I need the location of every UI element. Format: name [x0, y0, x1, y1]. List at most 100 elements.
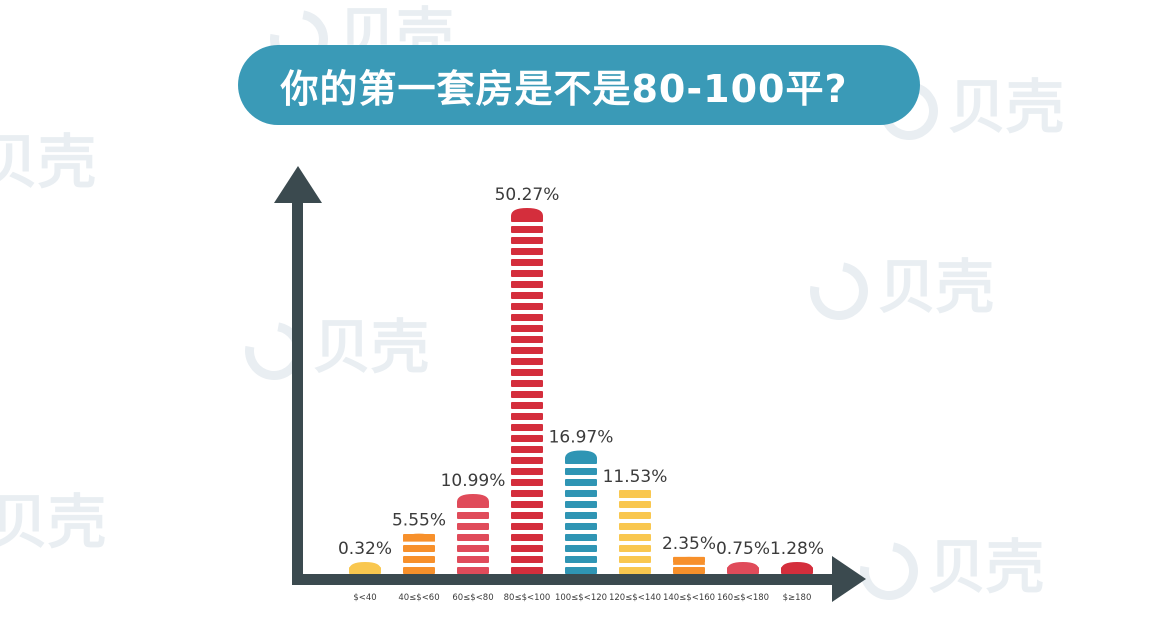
bar-stripe: [565, 490, 597, 497]
bar: [457, 493, 489, 574]
bar-stripe: [619, 567, 651, 574]
bar-stripe: [511, 270, 543, 277]
bar-stripe: [511, 336, 543, 343]
bar-stripe: [457, 545, 489, 552]
bar-stripe: [565, 457, 597, 464]
data-label: 0.75%: [716, 539, 770, 559]
bar-cap: [619, 490, 651, 499]
watermark: 贝壳: [848, 520, 1044, 612]
bar: [565, 450, 597, 574]
bar-stripe: [511, 468, 543, 475]
bar-stripe: [457, 534, 489, 541]
bar-stripe: [457, 556, 489, 563]
bar-stripe: [511, 303, 543, 310]
bar-cap: [565, 450, 597, 459]
bar: [403, 533, 435, 574]
x-tick-label: 100≤$<120: [555, 593, 607, 603]
y-axis-arrow: [274, 166, 322, 203]
bar: [619, 490, 651, 574]
bar-stripe: [619, 545, 651, 552]
bar-cap: [511, 208, 543, 216]
data-label: 2.35%: [662, 534, 716, 554]
watermark: 贝壳: [868, 60, 1064, 152]
bar-stripe: [511, 215, 543, 222]
bar-stripe: [457, 501, 489, 508]
bar-stripe: [565, 501, 597, 508]
bar-stripe: [565, 523, 597, 530]
bar-stripe: [457, 523, 489, 530]
watermark: 贝壳: [0, 488, 107, 556]
bar-stripe: [619, 512, 651, 519]
x-tick-label: $≥180: [783, 593, 812, 603]
x-tick-label: 140≤$<160: [663, 593, 715, 603]
data-label: 11.53%: [603, 467, 668, 487]
bar: [727, 562, 759, 574]
bar-stripe: [565, 512, 597, 519]
x-tick-label: 120≤$<140: [609, 593, 661, 603]
x-axis-line: [292, 574, 837, 585]
bar-stripe: [511, 534, 543, 541]
bar-stripe: [511, 424, 543, 431]
bar-stripe: [511, 380, 543, 387]
x-tick-label: $<40: [353, 593, 376, 603]
bar-stripe: [565, 468, 597, 475]
y-axis-line: [292, 190, 303, 585]
bar-stripe: [511, 523, 543, 530]
bar-stripe: [511, 358, 543, 365]
bar-stripe: [511, 413, 543, 420]
bar-stripe: [565, 567, 597, 574]
bar-stripe: [565, 556, 597, 563]
bar-stripe: [403, 556, 435, 563]
x-tick-label: 40≤$<60: [398, 593, 439, 603]
bar-stripe: [403, 545, 435, 552]
bar-stripe: [565, 479, 597, 486]
bar-stripe: [457, 567, 489, 574]
bar-stripe: [619, 534, 651, 541]
watermark: 贝壳: [0, 128, 97, 196]
x-axis-arrow: [832, 556, 866, 602]
bar: [673, 556, 705, 574]
watermark: 贝壳: [798, 240, 994, 332]
data-label: 50.27%: [495, 185, 560, 205]
bar-stripe: [619, 556, 651, 563]
watermark: 贝壳: [233, 300, 429, 392]
bar-cap: [457, 493, 489, 502]
bar-stripe: [511, 435, 543, 442]
bar-cap: [727, 562, 759, 570]
bar-stripe: [511, 567, 543, 574]
bar-stripe: [511, 501, 543, 508]
bar-stripe: [619, 501, 651, 508]
bar-stripe: [511, 248, 543, 255]
x-tick-label: 160≤$<180: [717, 593, 769, 603]
bar-stripe: [511, 457, 543, 464]
bar-stripe: [565, 534, 597, 541]
bar-stripe: [511, 292, 543, 299]
bar-stripe: [511, 512, 543, 519]
bar-stripe: [511, 369, 543, 376]
bar-stripe: [511, 347, 543, 354]
chart-title: 你的第一套房是不是80-100平?: [238, 45, 920, 125]
bar-stripe: [619, 523, 651, 530]
bar-stripe: [673, 567, 705, 574]
data-label: 16.97%: [549, 427, 614, 447]
data-label: 10.99%: [441, 471, 506, 491]
x-tick-label: 60≤$<80: [452, 593, 493, 603]
bar-stripe: [511, 556, 543, 563]
bar-cap: [349, 562, 381, 570]
x-tick-label: 80≤$<100: [504, 593, 551, 603]
bar-stripe: [511, 281, 543, 288]
bar-stripe: [565, 545, 597, 552]
bar: [781, 562, 813, 574]
bar-stripe: [511, 391, 543, 398]
data-label: 5.55%: [392, 511, 446, 531]
bar-stripe: [511, 446, 543, 453]
bar-stripe: [511, 490, 543, 497]
bar: [511, 208, 543, 574]
data-label: 1.28%: [770, 539, 824, 559]
bar-stripe: [511, 545, 543, 552]
bar-stripe: [511, 226, 543, 233]
data-label: 0.32%: [338, 539, 392, 559]
bar-stripe: [511, 402, 543, 409]
bar-cap: [673, 556, 705, 565]
